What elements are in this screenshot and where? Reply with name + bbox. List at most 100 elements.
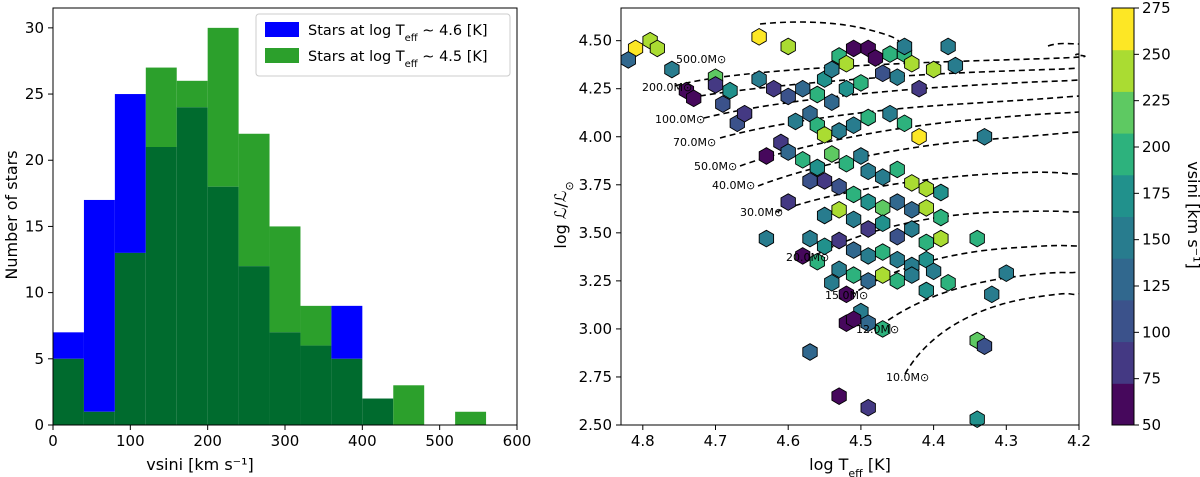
hexbin-cell	[809, 158, 825, 177]
hexbin-cell	[845, 185, 862, 204]
colorbar-band	[1112, 258, 1134, 301]
colorbar-tick-label: 150	[1142, 231, 1171, 249]
y-tick-label: 0	[34, 416, 44, 434]
hexbin-cell	[860, 247, 876, 265]
hexbin-cell	[831, 260, 847, 279]
histogram-bar-top	[53, 332, 84, 359]
y-tick-label: 20	[25, 151, 44, 169]
track-label: 200.0M⊙	[642, 81, 692, 94]
hexbin-cell	[875, 168, 891, 186]
histogram-x-axis-label: vsini [km s⁻¹]	[146, 455, 254, 474]
hexbin-cell	[860, 398, 876, 417]
track-label: 70.0M⊙	[673, 136, 716, 149]
y-tick-label: 2.50	[579, 416, 612, 434]
track-200	[699, 67, 1080, 97]
colorbar-tick-label: 225	[1142, 92, 1171, 110]
histogram-bar-overlap	[207, 186, 239, 425]
track-label: 10.0M⊙	[886, 371, 929, 384]
hr-frame	[620, 7, 1080, 426]
hexbin-cell	[904, 174, 920, 192]
colorbar-tick-label: 125	[1142, 277, 1171, 295]
hexbin-cell	[838, 79, 855, 98]
hexbin-cell	[911, 79, 927, 98]
track-label: 12.0M⊙	[856, 323, 899, 336]
hexbin-cell	[845, 241, 862, 259]
hexbin-cell	[707, 76, 724, 94]
hexbin-cell	[933, 229, 949, 248]
track-label: 100.0M⊙	[655, 113, 705, 126]
hexbin-cell	[816, 125, 833, 144]
hexbin-cell	[860, 108, 876, 127]
colorbar-frame	[1111, 7, 1135, 426]
y-tick-label: 4.00	[579, 128, 612, 146]
hexbin-cell	[845, 116, 862, 135]
hexbin-cell	[736, 104, 753, 123]
histogram-bar-top	[207, 27, 239, 187]
histogram-bar-top	[176, 80, 208, 108]
hexbin-cell	[969, 229, 985, 248]
histogram-panel: 0 100 200 300 400 500 600 0 5 10 15 20 25 30 Stars at…	[2, 7, 531, 474]
colorbar-band	[1112, 174, 1134, 217]
hexbin-cell	[860, 162, 876, 181]
hexbin-cell	[853, 147, 869, 165]
histogram-bar-overlap	[53, 358, 84, 425]
hr-diagram-panel: 500.0M⊙ 200.0M⊙ 100.0M⊙ 70.0M⊙ 50.0M⊙ 40.0M⊙ 3…	[551, 7, 1091, 477]
hexbin-cell	[933, 183, 949, 202]
hexbin-cell	[911, 127, 927, 146]
hexbin-cell	[758, 229, 775, 248]
hexbin-cell	[838, 285, 855, 304]
hexbin-cell	[947, 56, 964, 75]
histogram-bar-overlap	[83, 411, 115, 425]
hexbin-cell	[860, 220, 876, 238]
colorbar-ticks: 50 75 100 125 150 175 200 225 250 275	[1134, 0, 1171, 434]
hexbin-cell	[925, 262, 942, 281]
hexbin-cell	[795, 79, 811, 98]
colorbar-band	[1112, 8, 1134, 51]
x-tick-label: 4.5	[849, 432, 873, 450]
y-tick-label: 3.00	[579, 320, 612, 338]
legend-label-series-2: Stars at log Teff ∼ 4.5 [K]	[308, 49, 488, 70]
hexbin-cell	[853, 74, 869, 92]
colorbar-band	[1112, 49, 1134, 92]
hexbin-cell	[795, 150, 811, 169]
y-tick-label: 3.50	[579, 224, 612, 242]
hexbin-cell	[766, 79, 782, 98]
hexbin-cell	[751, 70, 767, 88]
hexbin-cell	[780, 193, 796, 211]
hexbin-cell	[809, 252, 825, 271]
hexbin-cell	[845, 310, 862, 329]
hexbin-cell	[845, 210, 862, 229]
hexbin-cell	[896, 37, 913, 56]
hexbin-cell	[918, 281, 934, 300]
hexbin-cell	[795, 247, 811, 265]
x-tick-label: 4.2	[1067, 432, 1091, 450]
hexbin-cell	[831, 122, 847, 140]
histogram-bar-top	[83, 199, 115, 412]
track-20	[809, 210, 1080, 259]
hexbin-cell	[904, 54, 920, 73]
hexbin-cell	[780, 143, 796, 161]
y-tick-label: 4.25	[579, 80, 612, 98]
colorbar-tick-label: 50	[1142, 416, 1161, 434]
colorbar-bands	[1112, 8, 1134, 426]
histogram-axes: 0 100 200 300 400 500 600 0 5 10 15 20 25 30	[25, 7, 531, 450]
histogram-bar-top	[300, 305, 332, 346]
hexbin-cell	[940, 37, 956, 56]
histogram-bar-top	[269, 226, 301, 333]
hexbin-cell	[889, 227, 905, 246]
x-tick-label: 100	[116, 432, 145, 450]
colorbar-band	[1112, 383, 1134, 426]
hexbin-cell	[845, 266, 862, 284]
hexbin-cell	[918, 199, 934, 217]
colorbar-band	[1112, 133, 1134, 176]
y-tick-label: 25	[25, 85, 44, 103]
y-tick-label: 4.50	[579, 32, 612, 50]
hexbin-cell	[896, 114, 913, 133]
legend-box	[255, 13, 511, 77]
hexbin-cell	[780, 37, 796, 56]
histogram-bar-top	[331, 305, 363, 359]
hexbin-cell	[686, 89, 702, 108]
hexbin-cell	[889, 193, 905, 211]
colorbar-label: vsini [km s⁻¹]	[1184, 161, 1200, 269]
hexbin-cell	[875, 214, 891, 233]
